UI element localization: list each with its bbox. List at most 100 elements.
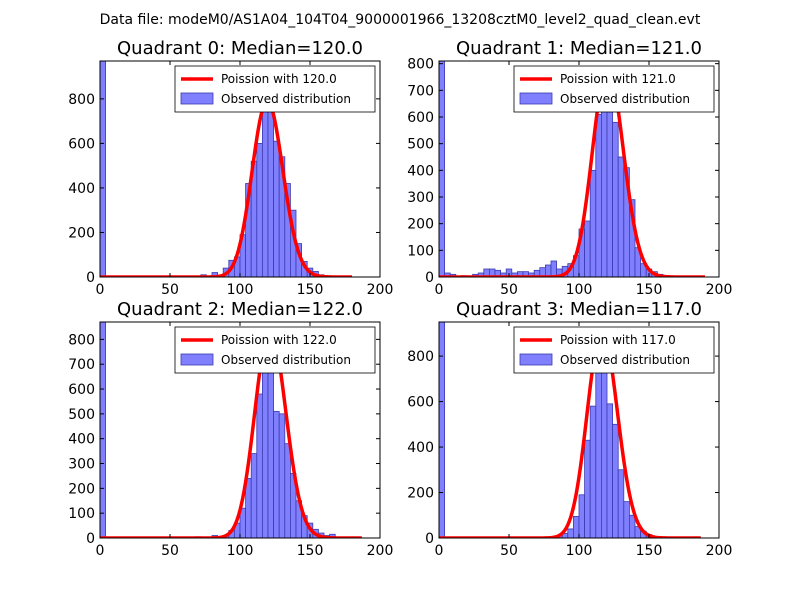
x-tick-label: 150 bbox=[297, 282, 324, 298]
histogram-bar bbox=[261, 366, 269, 538]
histogram-bar bbox=[617, 156, 625, 277]
x-tick-label: 150 bbox=[636, 282, 663, 298]
quadrant-3-panel: Quadrant 3: Median=117.0 0 50 100 150 200 0 20… bbox=[407, 299, 732, 559]
histogram-bar bbox=[584, 439, 591, 538]
legend: Poission with 121.0 Observed distribution bbox=[513, 65, 715, 113]
histogram-bar bbox=[567, 528, 574, 538]
histogram-bar bbox=[439, 61, 445, 277]
histogram-bar bbox=[589, 169, 597, 277]
plot-area bbox=[100, 322, 363, 538]
legend-hist-swatch bbox=[519, 92, 553, 105]
histogram-bar bbox=[617, 469, 625, 538]
legend: Poission with 122.0 Observed distribution bbox=[174, 326, 376, 374]
quadrant-1-panel: Quadrant 1: Median=121.0 0 50 100 150 200 0 10… bbox=[407, 38, 732, 298]
x-tick-label: 100 bbox=[566, 282, 593, 298]
histogram-bar bbox=[584, 220, 591, 277]
y-tick-label: 200 bbox=[407, 486, 434, 502]
x-tick-label: 200 bbox=[706, 282, 733, 298]
x-tick-label: 0 bbox=[435, 543, 444, 559]
histogram-bar bbox=[629, 199, 636, 277]
legend: Poission with 120.0 Observed distribution bbox=[174, 65, 376, 113]
y-tick-label: 0 bbox=[425, 270, 434, 286]
figure-suptitle: Data file: modeM0/AS1A04_104T04_90000019… bbox=[100, 12, 701, 28]
histogram-bar bbox=[595, 364, 602, 538]
x-tick-label: 100 bbox=[227, 543, 254, 559]
x-tick-label: 50 bbox=[500, 543, 518, 559]
legend-hist-swatch bbox=[180, 353, 214, 366]
histogram-bar bbox=[601, 95, 608, 277]
x-tick-label: 200 bbox=[367, 543, 394, 559]
histogram-bar bbox=[578, 494, 585, 538]
legend-fit-label: Poission with 120.0 bbox=[221, 72, 337, 86]
x-tick-label: 100 bbox=[227, 282, 254, 298]
y-tick-label: 400 bbox=[407, 163, 434, 179]
poisson-fit-line bbox=[439, 329, 702, 538]
legend-hist-swatch bbox=[180, 92, 214, 105]
histogram-bar bbox=[612, 121, 619, 277]
histogram-bar bbox=[629, 514, 636, 538]
poisson-fit-line bbox=[100, 99, 353, 277]
histogram-bar bbox=[278, 413, 286, 538]
histogram-bar bbox=[606, 403, 613, 538]
histogram-bar bbox=[250, 453, 258, 538]
x-tick-label: 200 bbox=[367, 282, 394, 298]
x-tick-label: 100 bbox=[566, 543, 593, 559]
y-tick-label: 300 bbox=[407, 190, 434, 206]
legend: Poission with 117.0 Observed distribution bbox=[513, 326, 715, 374]
y-tick-label: 800 bbox=[407, 349, 434, 365]
legend-hist-swatch bbox=[519, 353, 553, 366]
poisson-fit-line bbox=[100, 327, 363, 538]
x-tick-label: 50 bbox=[161, 543, 179, 559]
x-tick-label: 0 bbox=[96, 543, 105, 559]
legend-fit-label: Poission with 117.0 bbox=[560, 333, 676, 347]
x-tick-label: 150 bbox=[636, 543, 663, 559]
x-tick-label: 200 bbox=[706, 543, 733, 559]
x-tick-label: 50 bbox=[161, 282, 179, 298]
y-tick-label: 700 bbox=[407, 83, 434, 99]
y-tick-label: 0 bbox=[86, 270, 95, 286]
quadrant-2-panel: Quadrant 2: Median=122.0 0 50 100 150 200 0 10… bbox=[68, 299, 393, 559]
y-tick-label: 600 bbox=[68, 136, 95, 152]
panel-title: Quadrant 3: Median=117.0 bbox=[456, 299, 702, 320]
histogram-bar bbox=[273, 140, 280, 277]
y-tick-label: 100 bbox=[407, 243, 434, 259]
y-tick-label: 400 bbox=[68, 181, 95, 197]
legend-hist-label: Observed distribution bbox=[560, 92, 690, 106]
y-tick-label: 800 bbox=[68, 92, 95, 108]
histogram-bar bbox=[273, 410, 280, 538]
histogram-bar bbox=[261, 109, 269, 277]
y-tick-label: 600 bbox=[407, 110, 434, 126]
x-tick-label: 150 bbox=[297, 543, 324, 559]
histogram-bar bbox=[267, 96, 274, 277]
poisson-fit-line bbox=[439, 65, 706, 277]
histogram-bar bbox=[100, 61, 106, 277]
histogram-bar bbox=[256, 142, 263, 277]
y-tick-label: 0 bbox=[425, 531, 434, 547]
y-tick-label: 0 bbox=[86, 531, 95, 547]
x-tick-label: 50 bbox=[500, 282, 518, 298]
histogram-bar bbox=[100, 322, 106, 538]
y-tick-label: 500 bbox=[407, 137, 434, 153]
panel-title: Quadrant 2: Median=122.0 bbox=[117, 299, 363, 320]
histogram-bar bbox=[573, 516, 580, 538]
plot-area bbox=[439, 61, 706, 277]
y-tick-label: 100 bbox=[68, 506, 95, 522]
legend-fit-label: Poission with 121.0 bbox=[560, 72, 676, 86]
legend-hist-label: Observed distribution bbox=[560, 353, 690, 367]
legend-hist-label: Observed distribution bbox=[221, 353, 351, 367]
histogram-bar bbox=[550, 260, 557, 277]
x-tick-label: 0 bbox=[435, 282, 444, 298]
y-tick-label: 200 bbox=[68, 225, 95, 241]
plot-area bbox=[439, 322, 702, 538]
y-tick-label: 500 bbox=[68, 407, 95, 423]
y-tick-label: 700 bbox=[68, 357, 95, 373]
y-tick-label: 800 bbox=[68, 332, 95, 348]
y-tick-label: 400 bbox=[68, 432, 95, 448]
y-tick-label: 400 bbox=[407, 440, 434, 456]
histogram-bar bbox=[284, 443, 291, 538]
y-tick-label: 300 bbox=[68, 457, 95, 473]
y-tick-label: 600 bbox=[68, 382, 95, 398]
quadrant-0-panel: Quadrant 0: Median=120.0 0 50 100 150 200 0 20… bbox=[68, 38, 393, 298]
histogram-bar bbox=[601, 346, 608, 538]
